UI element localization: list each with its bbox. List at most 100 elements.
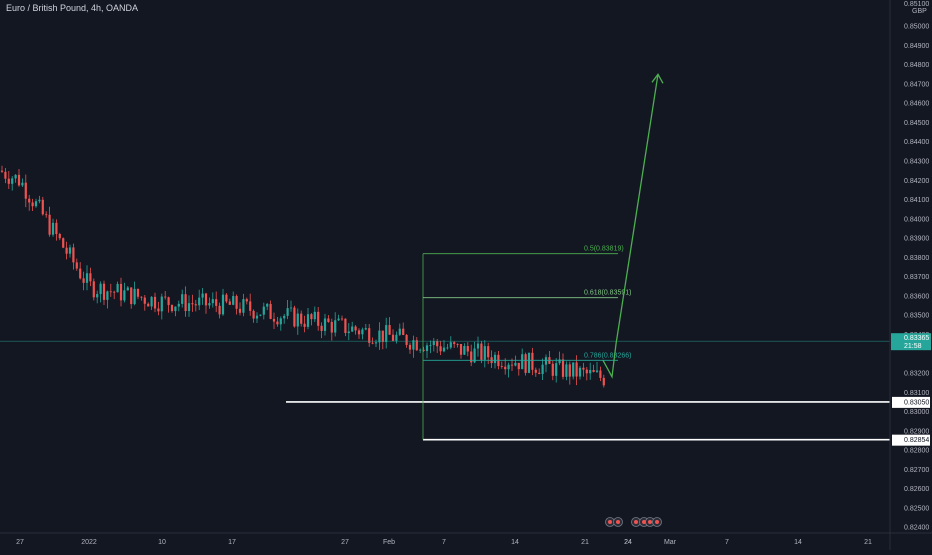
fib-level-label: 0.5(0.83819) [584, 246, 624, 253]
price-tick-label: 0.83100 [904, 390, 929, 397]
candle-body [126, 287, 129, 291]
candle-body [575, 362, 578, 377]
candle-body [130, 287, 133, 305]
candle-body [21, 182, 24, 186]
candle-body [391, 334, 395, 341]
candle-body [150, 296, 153, 307]
candle-body [565, 364, 568, 377]
candle-body [317, 311, 320, 326]
price-tick-label: 0.82600 [904, 486, 929, 493]
projection-arrow-head [651, 73, 664, 84]
candle-body [174, 306, 177, 312]
candle-body [170, 305, 174, 312]
candle-body [357, 330, 361, 335]
level-price-badge-label: 0.83050 [904, 399, 929, 406]
candle-body [119, 283, 123, 301]
current-price-badge [891, 333, 931, 351]
candle-body [269, 303, 272, 319]
candle-body [235, 296, 238, 309]
candle-body [351, 326, 354, 332]
candle-body [153, 296, 157, 309]
candle-body [79, 268, 82, 279]
candle-body [405, 335, 408, 345]
candle-body [340, 318, 344, 320]
time-tick-label: 14 [794, 539, 802, 546]
candle-body [422, 349, 425, 352]
candle-body [521, 354, 524, 370]
candle-body [446, 347, 449, 349]
candle-body [578, 367, 582, 377]
economic-event-flag-icon [655, 520, 659, 524]
candle-body [592, 369, 595, 372]
price-tick-label: 0.85000 [904, 24, 929, 31]
candle-body [7, 178, 10, 184]
candle-body [187, 303, 191, 312]
candle-body [555, 363, 558, 376]
candle-body [419, 349, 422, 351]
candle-body [415, 340, 418, 351]
candle-body [381, 330, 384, 342]
candle-body [323, 318, 327, 331]
time-tick-label: 24 [624, 539, 632, 546]
candle-body [276, 321, 279, 325]
candle-body [92, 281, 95, 298]
price-tick-label: 0.84300 [904, 159, 929, 166]
level-price-badge [892, 396, 930, 408]
candle-body [201, 293, 204, 298]
economic-event-flag-icon [616, 520, 620, 524]
price-tick-label: 0.83600 [904, 293, 929, 300]
candle-body [109, 291, 112, 293]
candle-body [310, 314, 313, 320]
candle-body [51, 222, 55, 235]
candle-body [572, 362, 575, 377]
candle-body [99, 283, 102, 295]
candle-body [167, 297, 170, 306]
candle-body [160, 296, 163, 312]
candle-body [289, 307, 293, 309]
candle-body [487, 346, 490, 358]
candle-body [429, 345, 432, 346]
candle-body [147, 303, 150, 307]
candle-body [371, 342, 374, 344]
candle-body [184, 294, 187, 312]
candle-body [41, 199, 44, 215]
candle-body [181, 294, 184, 304]
candle-body [527, 352, 531, 373]
candle-body [361, 329, 364, 335]
candle-body [225, 294, 228, 302]
candle-body [283, 315, 286, 319]
candle-body [347, 331, 350, 334]
candle-body [238, 308, 242, 313]
candle-body [164, 296, 167, 298]
candle-body [242, 299, 245, 313]
candle-body [493, 354, 497, 364]
candle-body [306, 314, 310, 327]
candle-body [402, 328, 405, 336]
candle-body [136, 288, 140, 297]
candle-body [480, 343, 483, 360]
economic-event-flag-icon [648, 520, 652, 524]
candle-body [286, 308, 289, 316]
price-tick-label: 0.85100 [904, 1, 929, 8]
candle-body [245, 299, 248, 302]
candle-body [412, 340, 415, 350]
price-tick-label: 0.82900 [904, 428, 929, 435]
candle-body [456, 343, 459, 345]
candle-body [62, 238, 65, 248]
price-tick-label: 0.84900 [904, 43, 929, 50]
time-tick-label: Mar [664, 539, 677, 546]
candle-body [68, 247, 72, 254]
price-tick-label: 0.84000 [904, 216, 929, 223]
candle-body [463, 346, 466, 355]
time-tick-label: 14 [511, 539, 519, 546]
candle-body [561, 359, 565, 377]
level-price-badge [892, 434, 930, 446]
candle-body [582, 367, 585, 370]
candle-body [538, 372, 541, 374]
candle-body [442, 347, 446, 352]
candle-body [327, 318, 330, 322]
